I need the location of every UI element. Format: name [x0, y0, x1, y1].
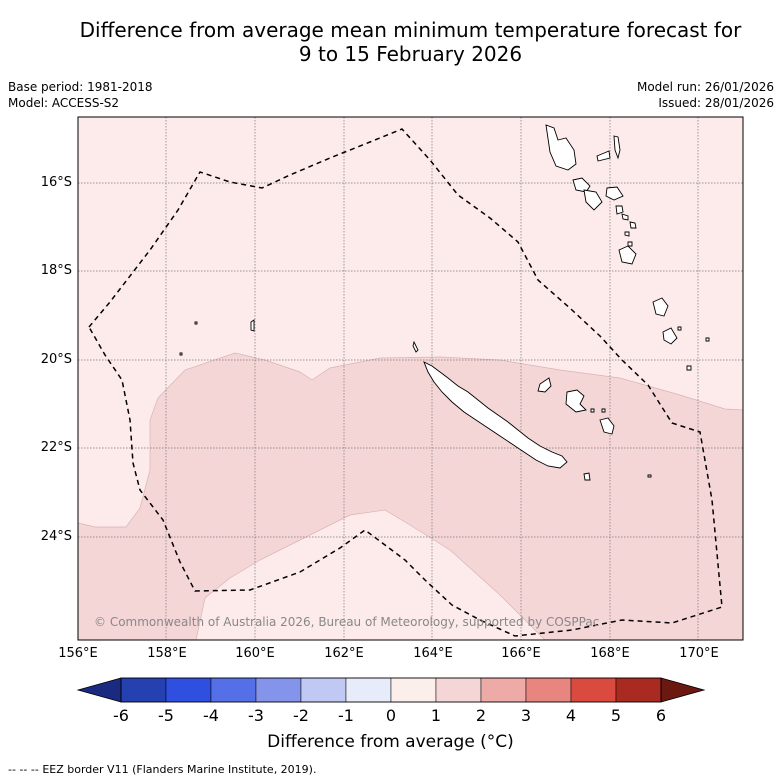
- map-title: Difference from average mean minimum tem…: [0, 18, 781, 66]
- colorbar-tick-label: -3: [248, 706, 264, 725]
- legend-line-sample: -- -- --: [8, 763, 39, 776]
- base-period: Base period: 1981-2018: [8, 80, 153, 94]
- title-line-2: 9 to 15 February 2026: [298, 42, 523, 66]
- colorbar-segment: [525, 677, 572, 703]
- lon-label: 156°E: [58, 646, 98, 661]
- metadata-right: Model run: 26/01/2026 Issued: 28/01/2026: [637, 79, 774, 111]
- colorbar-extend-low: [76, 677, 122, 703]
- colorbar-frame: [120, 677, 662, 703]
- colorbar-tick-label: 4: [565, 706, 577, 725]
- colorbar-tick-label: 6: [655, 706, 667, 725]
- new-caledonia-island: [423, 361, 568, 469]
- colorbar-segment: [300, 677, 347, 703]
- colorbar-segment: [345, 677, 392, 703]
- colorbar-tick-label: 3: [520, 706, 532, 725]
- copyright-notice: © Commonwealth of Australia 2026, Bureau…: [94, 615, 599, 629]
- issued-date: Issued: 28/01/2026: [658, 96, 774, 110]
- lat-label: 24°S: [40, 529, 72, 544]
- colorbar-segment: [390, 677, 437, 703]
- colorbar-segment: [480, 677, 527, 703]
- colorbar-segment: [570, 677, 617, 703]
- colorbar-extend-high: [660, 677, 706, 703]
- lat-label: 16°S: [40, 175, 72, 190]
- legend-label: EEZ border V11 (Flanders Marine Institut…: [42, 763, 317, 776]
- map-frame: [77, 116, 744, 641]
- lat-label: 18°S: [40, 263, 72, 278]
- colorbar-tick-label: 1: [430, 706, 442, 725]
- anomaly-1-2-region: [78, 352, 743, 640]
- lon-label: 158°E: [147, 646, 187, 661]
- colorbar-segment: [435, 677, 482, 703]
- colorbar-tick-label: -6: [113, 706, 129, 725]
- colorbar-segment: [615, 677, 662, 703]
- colorbar-tick-label: 0: [385, 706, 397, 725]
- colorbar-title: Difference from average (°C): [267, 732, 514, 752]
- lon-label: 166°E: [501, 646, 541, 661]
- lat-label: 22°S: [40, 440, 72, 455]
- coastlines: [179, 124, 710, 481]
- colorbar-tick-label: 5: [610, 706, 622, 725]
- lon-label: 160°E: [235, 646, 275, 661]
- colorbar: [76, 677, 706, 703]
- colorbar-segment: [120, 677, 167, 703]
- lon-label: 168°E: [590, 646, 630, 661]
- colorbar-tick-label: 2: [475, 706, 487, 725]
- lat-label: 20°S: [40, 352, 72, 367]
- model-name: Model: ACCESS-S2: [8, 96, 120, 110]
- colorbar-tick-label: -5: [158, 706, 174, 725]
- metadata-left: Base period: 1981-2018 Model: ACCESS-S2: [8, 79, 153, 111]
- lon-label: 164°E: [413, 646, 453, 661]
- colorbar-tick-label: -2: [293, 706, 309, 725]
- colorbar-tick-label: -1: [338, 706, 354, 725]
- colorbar-segment: [210, 677, 257, 703]
- lon-label: 162°E: [324, 646, 364, 661]
- colorbar-tick-label: -4: [203, 706, 219, 725]
- colorbar-segment: [165, 677, 212, 703]
- colorbar-segment: [255, 677, 302, 703]
- model-run: Model run: 26/01/2026: [636, 80, 774, 94]
- vanuatu-espiritu-santo: [545, 124, 577, 171]
- legend-eez: -- -- -- EEZ border V11 (Flanders Marine…: [8, 763, 316, 776]
- title-line-1: Difference from average mean minimum tem…: [79, 18, 742, 42]
- eez-border: [88, 128, 723, 637]
- lon-label: 170°E: [679, 646, 719, 661]
